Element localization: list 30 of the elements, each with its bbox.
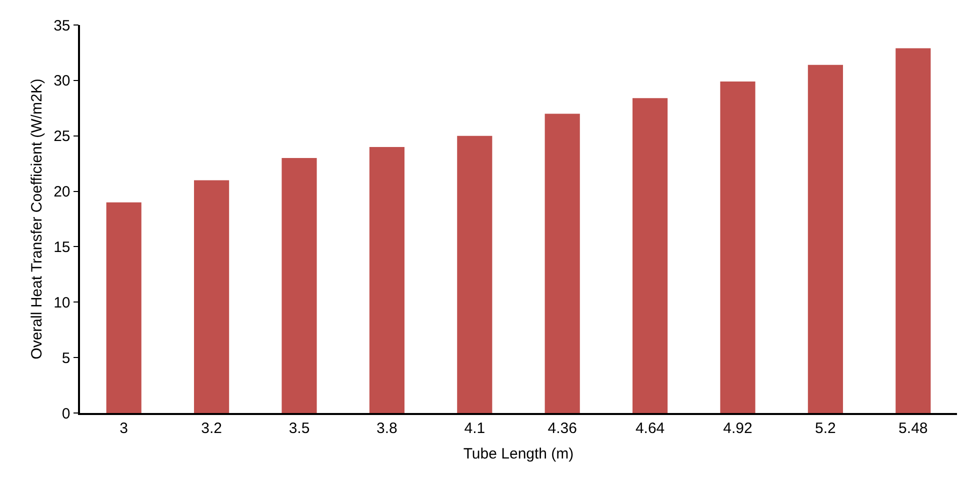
- x-tick-label: 3.2: [201, 420, 222, 437]
- y-tick-label: 20: [54, 184, 70, 201]
- y-tick-label: 5: [62, 350, 70, 367]
- y-tick-label: 10: [54, 294, 70, 312]
- x-tick-label: 4.36: [548, 420, 577, 437]
- x-axis-title: Tube Length (m): [463, 445, 574, 462]
- y-tick-label: 30: [54, 72, 70, 90]
- x-tick-label: 4.64: [635, 420, 665, 437]
- bar: [369, 146, 404, 413]
- y-tick-label: 15: [54, 238, 70, 256]
- x-tick-label: 3: [120, 420, 128, 437]
- bar: [457, 136, 492, 413]
- x-tick-label: 3.5: [288, 420, 310, 437]
- y-tick-label: 35: [54, 17, 70, 34]
- bar: [896, 48, 931, 413]
- bar: [632, 98, 668, 413]
- x-tick-label: 5.2: [815, 420, 836, 437]
- bar: [282, 158, 317, 413]
- x-tick-label: 4.1: [464, 420, 486, 437]
- x-tick-label: 4.92: [723, 420, 752, 437]
- bar: [194, 180, 230, 413]
- y-axis-title: Overall Heat Transfer Coefficient (W/m2K): [28, 78, 46, 360]
- bar: [544, 114, 580, 413]
- y-tick-label: 0: [62, 405, 70, 422]
- bar: [808, 64, 843, 413]
- bar: [720, 82, 756, 413]
- x-tick-label: 5.48: [898, 420, 928, 437]
- x-tick-label: 3.8: [376, 420, 398, 437]
- bar: [106, 202, 142, 413]
- y-tick-label: 25: [54, 128, 70, 146]
